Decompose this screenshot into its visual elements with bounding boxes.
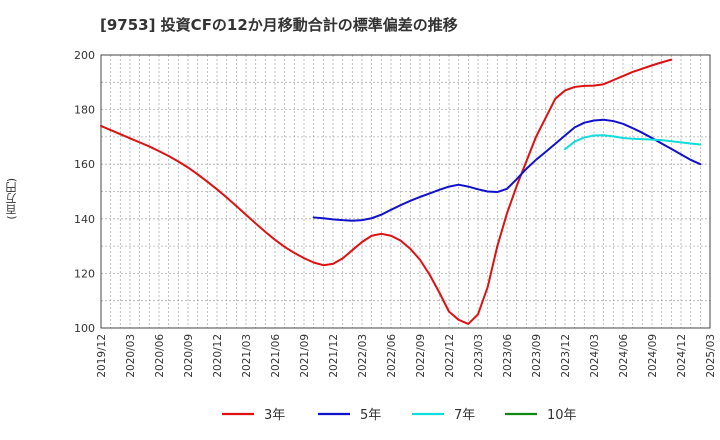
x-tick-label: 2020/06 (154, 334, 166, 378)
y-tick-label: 100 (74, 322, 95, 335)
x-tick-label: 2023/03 (473, 334, 485, 378)
x-tick-label: 2023/09 (531, 334, 543, 378)
x-tick-label: 2024/09 (647, 334, 659, 378)
legend-label-0: 3年 (264, 408, 285, 423)
y-tick-labels: 100 120 140 160 180 200 (74, 49, 95, 335)
x-tick-label: 2020/12 (212, 334, 224, 378)
y-tick-label: 120 (74, 267, 95, 280)
legend: 3年 5年 7年 10年 (222, 408, 577, 423)
series-line-2 (564, 134, 702, 151)
x-tick-label: 2024/12 (676, 334, 688, 378)
x-tick-label: 2019/12 (96, 334, 108, 378)
grid-lines (101, 55, 710, 328)
chart-title: [9753] 投資CFの12か月移動合計の標準偏差の推移 (100, 16, 458, 34)
series-lines (100, 58, 702, 325)
x-tick-label: 2021/03 (241, 334, 253, 378)
y-tick-label: 180 (74, 104, 95, 117)
x-tick-label: 2021/09 (299, 334, 311, 378)
series-line-1 (312, 118, 702, 222)
legend-label-3: 10年 (547, 408, 577, 423)
x-tick-label: 2023/06 (502, 334, 514, 378)
x-tick-label: 2020/03 (125, 334, 137, 378)
legend-label-2: 7年 (454, 408, 475, 423)
x-tick-label: 2021/12 (328, 334, 340, 378)
x-tick-label: 2020/09 (183, 334, 195, 378)
x-tick-label: 2022/09 (415, 334, 427, 378)
series-line-0 (100, 58, 673, 325)
x-tick-label: 2024/03 (589, 334, 601, 378)
x-tick-label: 2022/12 (444, 334, 456, 378)
y-tick-label: 200 (74, 49, 95, 62)
y-tick-label: 140 (74, 213, 95, 226)
legend-label-1: 5年 (360, 408, 381, 423)
x-tick-label: 2025/03 (705, 334, 717, 378)
x-tick-label: 2023/12 (560, 334, 572, 378)
x-tick-label: 2022/06 (386, 334, 398, 378)
y-tick-label: 160 (74, 158, 95, 171)
plot-frame (100, 54, 711, 329)
x-tick-label: 2022/03 (357, 334, 369, 378)
x-tick-label: 2024/06 (618, 334, 630, 378)
x-tick-labels: 2019/12 2020/03 2020/06 2020/09 2020/12 2021/… (96, 334, 717, 378)
x-tick-label: 2021/06 (270, 334, 282, 378)
